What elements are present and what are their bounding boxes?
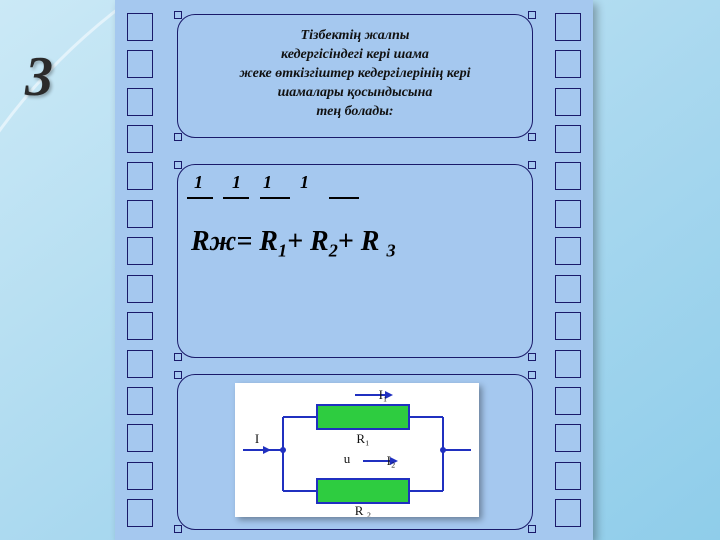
svg-text:I₁: I₁ <box>379 387 388 402</box>
svg-text:u: u <box>344 451 351 466</box>
formula-numerator: 1 <box>194 172 203 193</box>
formula-fraction-bar <box>329 197 359 199</box>
formula-fraction-bar <box>260 197 290 199</box>
filmstrip-frame: Тізбектің жалпыкедергісіндегі кері шамаж… <box>115 0 593 540</box>
formula-numerator: 1 <box>263 172 272 193</box>
svg-text:I: I <box>255 431 259 446</box>
formula-fraction-bar <box>187 197 213 199</box>
formula-numerator: 1 <box>300 172 309 193</box>
formula-equation: Rж= R1+ R2+ R 3 <box>191 222 491 264</box>
svg-text:R ₂: R ₂ <box>355 503 371 517</box>
slide-number: 3 <box>25 45 53 109</box>
formula-fraction-bar <box>223 197 249 199</box>
formula-numerator: 1 <box>232 172 241 193</box>
circuit-diagram: I I₁ I₂ R₁ R ₂ u <box>235 383 479 517</box>
svg-text:R₁: R₁ <box>356 431 369 446</box>
svg-text:I₂: I₂ <box>387 453 396 468</box>
